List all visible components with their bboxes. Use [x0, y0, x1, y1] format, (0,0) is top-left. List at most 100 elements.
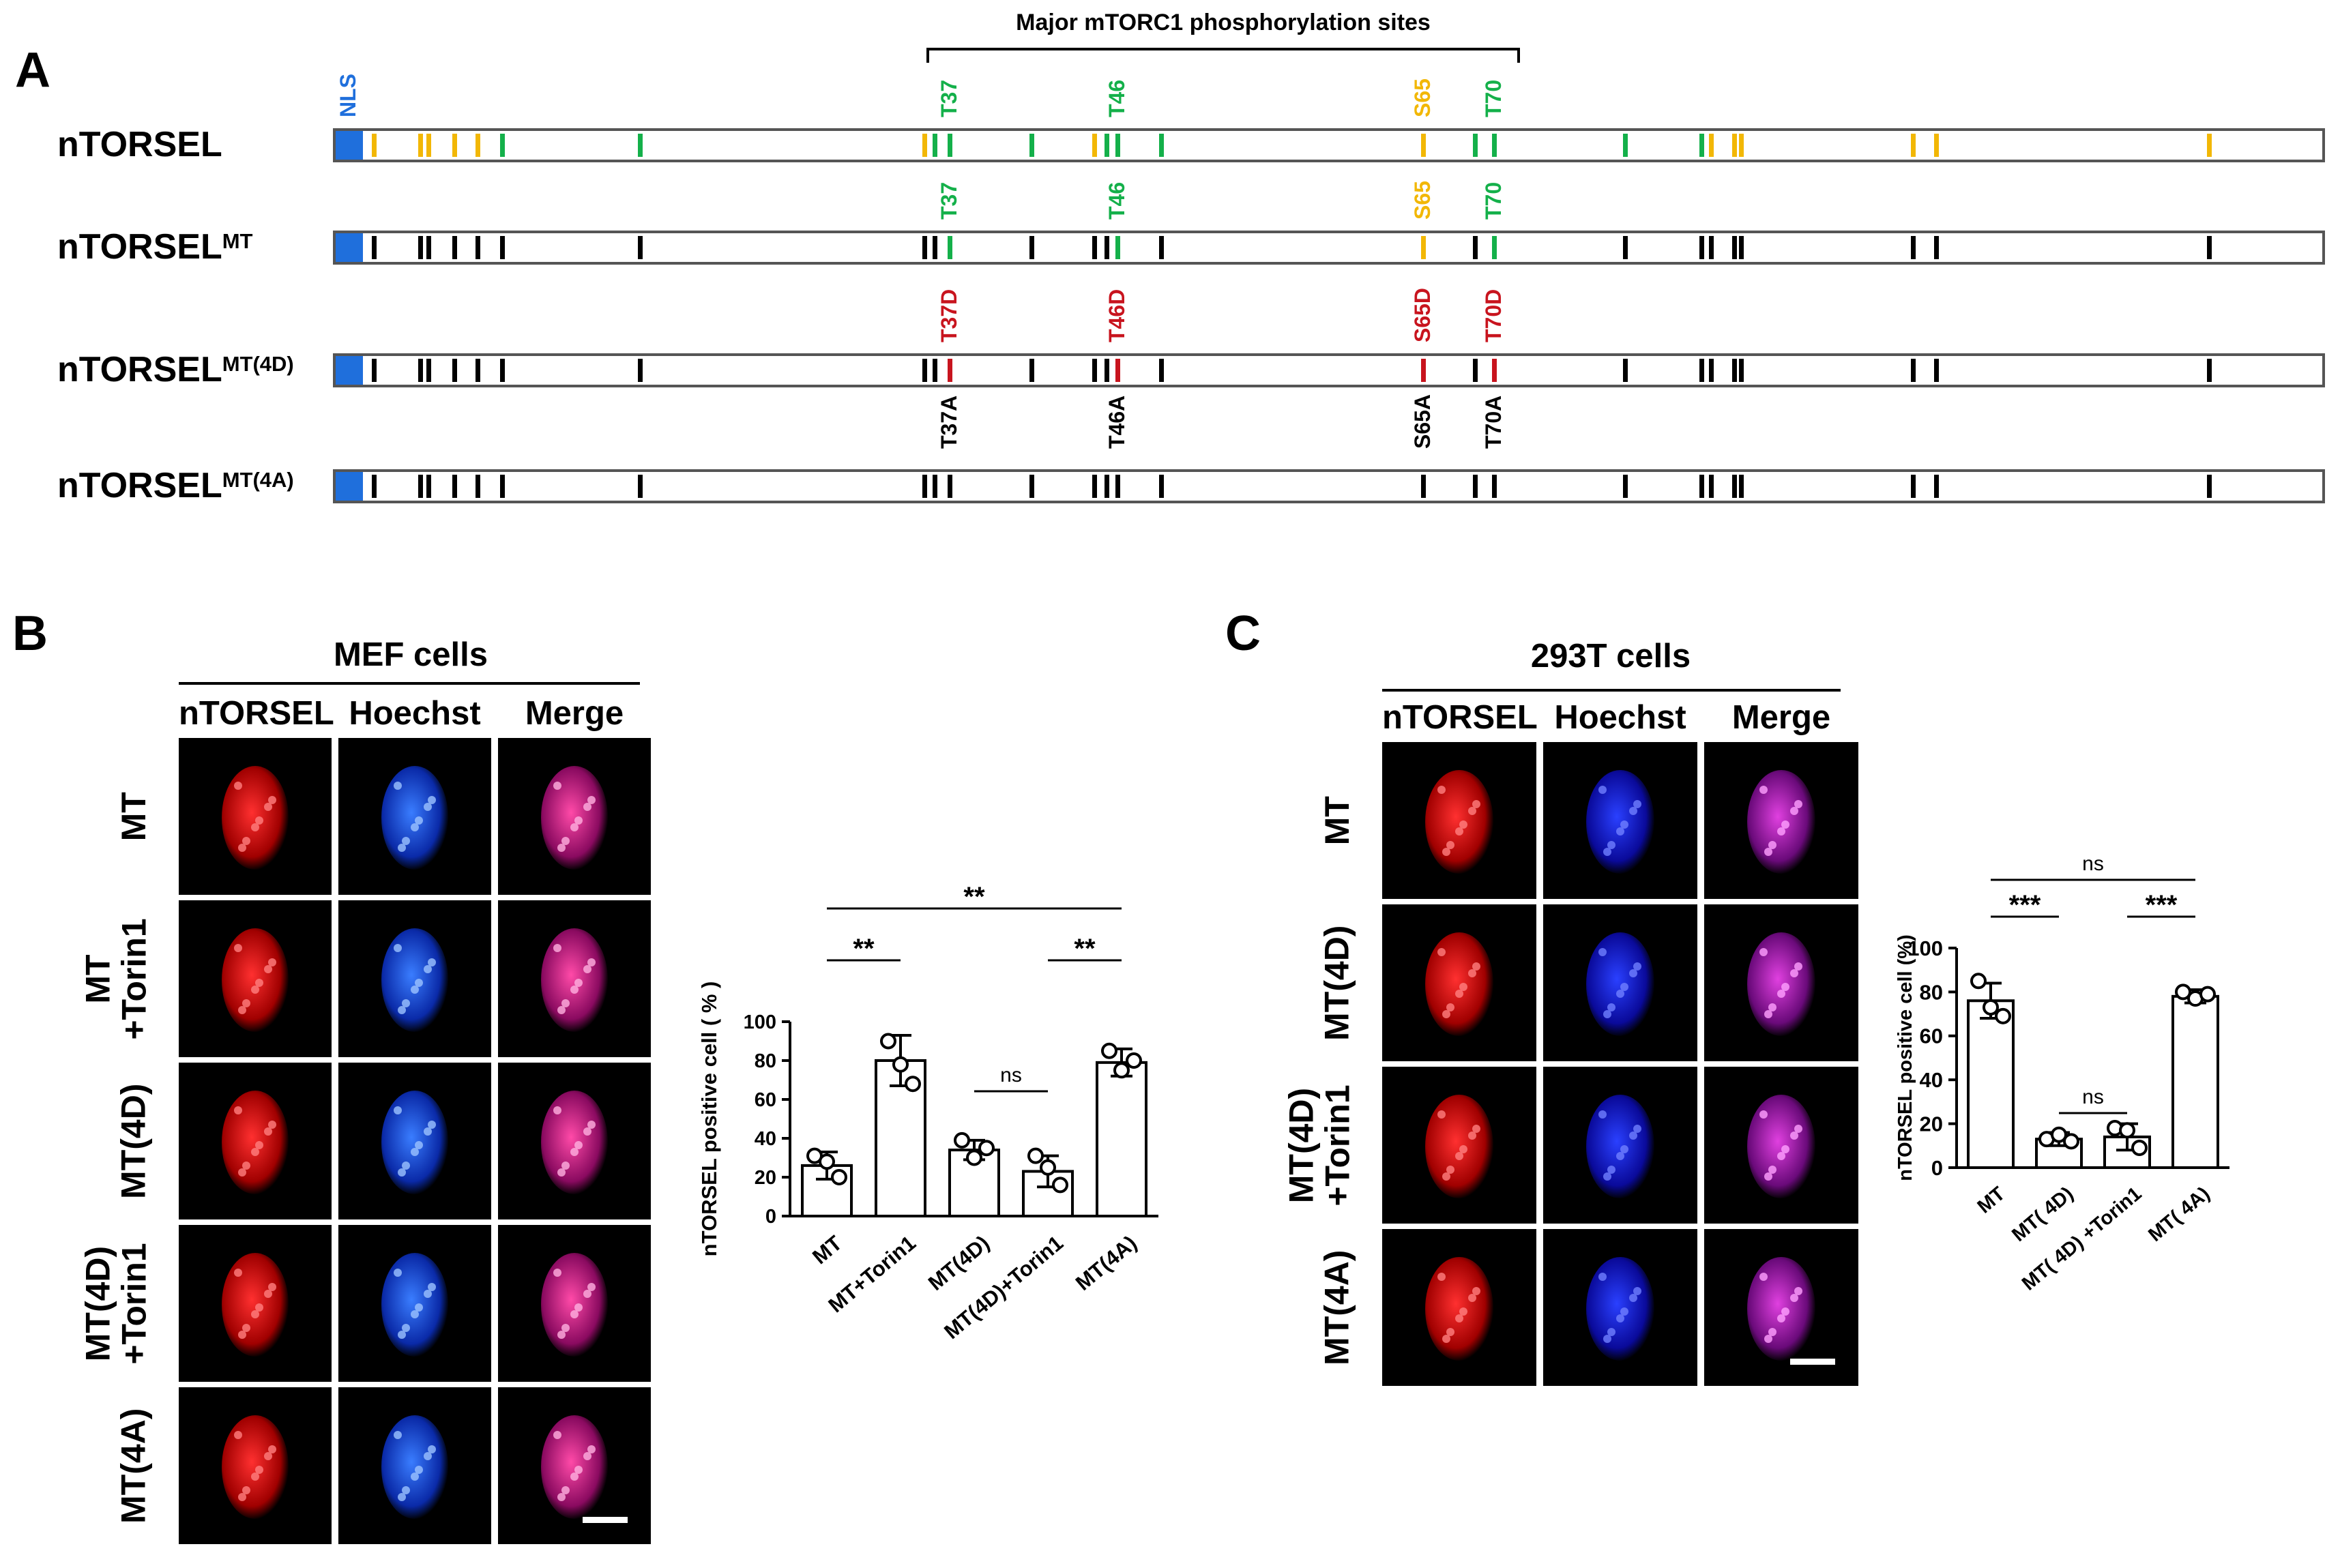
speckle — [1467, 968, 1476, 977]
speckle — [402, 1324, 411, 1333]
speckle — [1437, 1110, 1446, 1119]
speckle — [1607, 1003, 1616, 1012]
residue-tick — [1934, 236, 1939, 259]
bar — [1096, 1061, 1147, 1217]
site-label: T37 — [937, 79, 961, 117]
construct-bar-2 — [333, 353, 2325, 387]
residue-tick — [372, 359, 377, 382]
nucleus-blob — [381, 1415, 449, 1520]
data-point — [2051, 1126, 2067, 1143]
residue-tick — [1115, 475, 1120, 498]
speckle — [1633, 799, 1641, 808]
speckle — [1781, 1307, 1789, 1316]
data-point — [905, 1076, 921, 1093]
residue-tick — [372, 236, 377, 259]
residue-tick — [1105, 475, 1109, 498]
data-point — [831, 1169, 847, 1185]
y-tick-label: 0 — [765, 1206, 776, 1228]
residue-tick — [452, 236, 457, 259]
293t-micrograph — [1543, 904, 1697, 1061]
residue-tick — [1159, 134, 1164, 157]
speckle — [557, 1331, 566, 1340]
bar — [2171, 994, 2219, 1169]
residue-tick — [1739, 359, 1744, 382]
speckle — [1454, 827, 1463, 836]
significance-label: ** — [963, 882, 985, 912]
speckle — [1467, 806, 1476, 815]
nucleus-blob — [1586, 770, 1654, 874]
nucleus-blob — [1747, 1095, 1815, 1199]
speckle — [1768, 841, 1777, 850]
speckle — [237, 1331, 246, 1340]
speckle — [423, 802, 432, 811]
residue-tick — [638, 134, 643, 157]
site-label: T46 — [1105, 181, 1129, 220]
mef-cells-title: MEF cells — [333, 636, 488, 673]
y-tick-label: 20 — [755, 1167, 776, 1189]
mef-bar-chart: 0 20 40 60 80 100 nTORSEL positive cell ( % ) M… — [697, 882, 1158, 1344]
construct-bar-1 — [333, 231, 2325, 265]
speckle — [233, 1431, 242, 1440]
speckle — [1442, 1335, 1450, 1344]
bracket-title: Major mTORC1 phosphorylation sites — [1016, 10, 1431, 35]
speckle — [255, 816, 263, 825]
speckle — [415, 816, 423, 825]
residue-tick — [1115, 359, 1120, 382]
category-label: MT — [808, 1231, 847, 1269]
residue-tick — [500, 236, 505, 259]
data-point — [2199, 986, 2216, 1003]
speckle — [587, 1445, 596, 1453]
residue-tick — [452, 359, 457, 382]
residue-tick — [1623, 475, 1628, 498]
speckle — [1446, 841, 1455, 850]
residue-tick — [418, 236, 423, 259]
mef-micrograph — [338, 1063, 491, 1219]
residue-tick — [1732, 359, 1737, 382]
speckle — [415, 979, 423, 987]
mef-micrograph — [498, 738, 651, 895]
residue-tick — [418, 359, 423, 382]
speckle — [553, 782, 561, 790]
nucleus-blob — [221, 1253, 289, 1357]
nucleus-blob — [1425, 932, 1493, 1037]
speckle — [415, 1141, 423, 1149]
speckle — [267, 1120, 276, 1129]
residue-tick — [1699, 134, 1704, 157]
residue-tick — [372, 475, 377, 498]
y-axis-label: nTORSEL positive cell (%) — [1895, 934, 1916, 1181]
mef-micrograph — [338, 1387, 491, 1544]
residue-tick — [1105, 236, 1109, 259]
293t-micrograph — [1704, 1067, 1858, 1224]
293t-micrograph — [1382, 1229, 1536, 1386]
speckle — [233, 1269, 242, 1277]
residue-tick — [1159, 236, 1164, 259]
speckle — [237, 1493, 246, 1502]
speckle — [393, 1431, 402, 1440]
293t-row-label-2: MT(4D) +Torin1 — [1282, 1084, 1356, 1206]
speckle — [561, 1162, 570, 1170]
category-label: MT(4A) — [1071, 1231, 1141, 1295]
y-tick-label: 40 — [1920, 1068, 1943, 1092]
row-label-line1: MT — [78, 953, 117, 1004]
site-label: S65D — [1410, 287, 1435, 342]
speckle — [583, 1289, 591, 1298]
y-tick-label: 40 — [755, 1128, 776, 1150]
residue-tick — [452, 134, 457, 157]
mef-micrograph — [498, 1387, 651, 1544]
speckle — [255, 1466, 263, 1474]
nucleus-blob — [1425, 770, 1493, 874]
speckle — [1776, 990, 1785, 999]
speckle — [557, 1006, 566, 1015]
speckle — [1603, 1335, 1611, 1344]
significance-label: *** — [2009, 890, 2041, 920]
mef-micrograph — [179, 1225, 332, 1382]
speckle — [255, 979, 263, 987]
panel-a-letter: A — [15, 43, 50, 98]
residue-tick — [426, 134, 431, 157]
speckle — [1437, 1273, 1446, 1282]
residue-tick — [1623, 134, 1628, 157]
residue-tick — [1709, 359, 1714, 382]
residue-tick — [2207, 236, 2212, 259]
speckle — [1446, 1003, 1455, 1012]
speckle — [1764, 1010, 1772, 1019]
